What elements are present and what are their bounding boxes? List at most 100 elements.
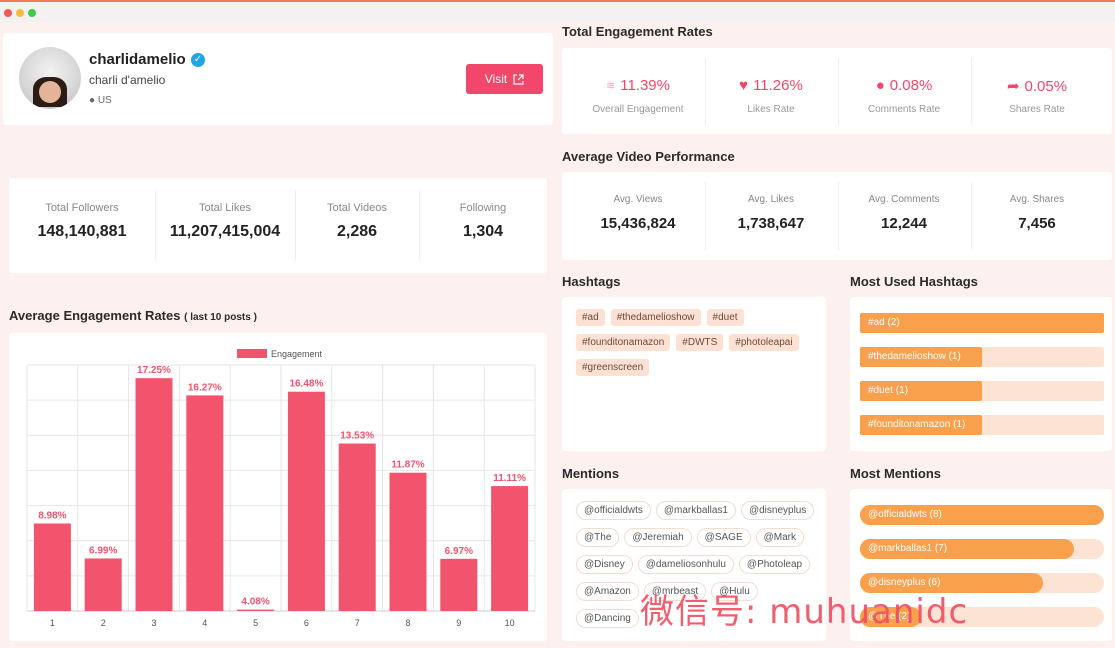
most-used-hashtags-card: #ad (2) #thedamelioshow (1) #duet (1) #foun… [850, 297, 1112, 451]
engagement-chart-card: Engagement 8.98% 1 6.99% 2 17.25% 3 16.27% 4 4.08… [9, 333, 547, 641]
x-tick-label: 3 [151, 618, 156, 628]
hashtag-bar-row: #founditonamazon (1) [860, 415, 1104, 435]
metric-value: 11.39% [620, 77, 670, 94]
hashtag-chip[interactable]: #ad [576, 309, 605, 326]
data-label: 17.25% [137, 365, 171, 376]
bar-3 [135, 378, 173, 611]
stat-label: Total Videos [327, 202, 387, 214]
stat-value: 148,140,881 [37, 223, 127, 240]
mention-chip[interactable]: @Dancing [576, 609, 639, 628]
data-label: 4.08% [241, 597, 269, 608]
stats-card: Total Followers 148,140,881 Total Likes … [9, 178, 547, 273]
location: ● US [89, 95, 112, 106]
data-label: 6.97% [445, 546, 473, 557]
mention-chip[interactable]: @Amazon [576, 582, 639, 601]
hashtag-chip[interactable]: #founditonamazon [576, 334, 671, 351]
hashtag-bar-row: #ad (2) [860, 313, 1104, 333]
most-mentions-card: @officialdwts (8) @markballas1 (7) @disney… [850, 489, 1112, 641]
mention-chip[interactable]: @Jeremiah [624, 528, 692, 547]
chart-title-main: Average Engagement Rates [9, 308, 181, 323]
visit-button[interactable]: Visit [466, 64, 543, 94]
mention-chip[interactable]: @Disney [576, 555, 633, 574]
divider [838, 58, 839, 124]
stat-label: Total Followers [45, 202, 119, 214]
verified-badge-icon: ✓ [191, 53, 205, 67]
divider [705, 182, 706, 250]
x-tick-label: 9 [456, 618, 461, 628]
perf-avg-views: Avg. Views 15,436,824 [572, 172, 704, 260]
engagement-title: Total Engagement Rates [562, 24, 713, 39]
mention-chip[interactable]: @officialdwts [576, 501, 651, 520]
minimize-window-dot[interactable] [16, 9, 24, 17]
hashtag-list: #ad #thedamelioshow #duet #founditonamazon #… [576, 309, 816, 376]
comment-icon: ● [875, 77, 885, 94]
metric-label: Overall Engagement [592, 104, 684, 115]
divider [971, 182, 972, 250]
avatar[interactable] [19, 47, 81, 109]
metric-overall-engagement: ≋ 11.39% Overall Engagement [572, 48, 704, 134]
stat-label: Following [459, 202, 507, 214]
bar-10 [491, 486, 529, 611]
most-mentions-title: Most Mentions [850, 466, 941, 481]
hashtag-chip[interactable]: #thedamelioshow [610, 309, 701, 326]
mention-chip[interactable]: @markballas1 [655, 501, 736, 520]
mention-bar-label: @The (2) [868, 611, 911, 622]
display-name: charli d'amelio [89, 73, 166, 87]
metric-label: Shares Rate [1009, 104, 1065, 115]
x-tick-label: 2 [101, 618, 106, 628]
location-text: US [97, 95, 112, 106]
external-link-icon [513, 73, 524, 85]
mention-chip[interactable]: @Photoleap [738, 555, 811, 574]
profile-card: charlidamelio ✓ charli d'amelio ● US Vis… [3, 33, 553, 125]
username: charlidamelio [89, 51, 186, 68]
x-tick-label: 10 [505, 618, 515, 628]
mention-chip[interactable]: @mrbeast [643, 582, 707, 601]
stat-following: Following 1,304 [419, 178, 547, 273]
window-titlebar [0, 0, 1115, 22]
hashtag-chip[interactable]: #duet [706, 309, 744, 326]
hashtags-title: Hashtags [562, 274, 621, 289]
mention-chip[interactable]: @Hulu [711, 582, 758, 601]
heart-icon: ♥ [739, 77, 749, 94]
mention-bar-fill [860, 607, 921, 627]
location-pin-icon: ● [89, 95, 96, 106]
stat-total-videos: Total Videos 2,286 [295, 178, 419, 273]
video-performance-title: Average Video Performance [562, 149, 735, 164]
x-tick-label: 1 [50, 618, 55, 628]
perf-value: 12,244 [881, 215, 927, 232]
mention-chip[interactable]: @The [576, 528, 620, 547]
mention-bar-fill [860, 505, 1104, 525]
perf-avg-shares: Avg. Shares 7,456 [971, 172, 1103, 260]
maximize-window-dot[interactable] [28, 9, 36, 17]
hashtag-chip[interactable]: #photoleapai [729, 334, 799, 351]
mentions-card: @officialdwts @markballas1 @disneyplus @The… [562, 489, 826, 641]
metric-label: Comments Rate [867, 104, 941, 115]
hashtag-chip[interactable]: #DWTS [676, 334, 724, 351]
hashtag-bar-row: #thedamelioshow (1) [860, 347, 1104, 367]
stat-value: 11,207,415,004 [169, 223, 281, 240]
metric-value: 11.26% [753, 77, 803, 94]
metric-shares-rate: ➦ 0.05% Shares Rate [971, 48, 1103, 134]
metric-likes-rate: ♥ 11.26% Likes Rate [705, 48, 837, 134]
data-label: 8.98% [38, 510, 66, 521]
mention-chip[interactable]: @Mark [755, 528, 804, 547]
hashtag-bar-label: #thedamelioshow (1) [868, 351, 961, 362]
mention-chip[interactable]: @disneyplus [740, 501, 815, 520]
watermark: 微信号: muhuanidc [640, 592, 969, 632]
legend-label: Engagement [271, 349, 323, 359]
bar-1 [33, 523, 71, 611]
x-tick-label: 6 [304, 618, 309, 628]
perf-value: 1,738,647 [737, 215, 805, 232]
mention-bar-label: @officialdwts (8) [868, 509, 942, 520]
bar-4 [186, 395, 224, 611]
data-label: 13.53% [340, 431, 374, 442]
divider [295, 190, 296, 260]
close-window-dot[interactable] [4, 9, 12, 17]
mention-chip[interactable]: @SAGE [696, 528, 751, 547]
mention-bar-label: @disneyplus (6) [868, 577, 941, 588]
mention-chip[interactable]: @dameliosonhulu [637, 555, 734, 574]
hashtag-chip[interactable]: #greenscreen [576, 359, 650, 376]
perf-label: Avg. Shares [1009, 194, 1065, 205]
perf-label: Avg. Views [613, 194, 663, 205]
most-used-hashtags-title: Most Used Hashtags [850, 274, 978, 289]
